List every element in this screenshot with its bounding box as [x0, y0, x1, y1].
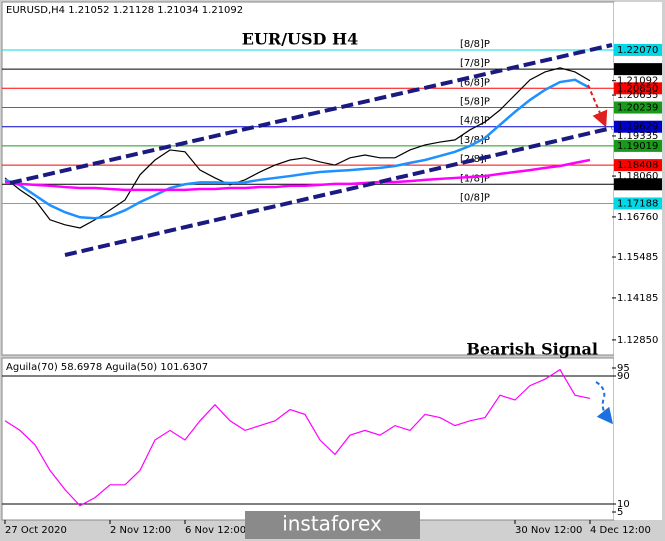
level-tick-box: [614, 159, 662, 172]
y-tick-label: 90: [617, 371, 630, 382]
level-name: [6/8]P: [460, 77, 490, 88]
y-tick-label: 1.21460: [617, 64, 658, 75]
y-tick-label: 95: [617, 363, 630, 374]
y-tick-label: 1.20635: [617, 90, 658, 101]
y-tick-label: 1.19019: [617, 141, 658, 152]
level-tick-box: [614, 101, 662, 114]
level-name: [7/8]P: [460, 58, 490, 69]
chart-title: EUR/USD H4: [242, 30, 359, 49]
watermark-box: [245, 511, 420, 539]
level-name: [5/8]P: [460, 97, 490, 108]
series-line: [4, 67, 591, 229]
level-tick-box: [614, 120, 662, 133]
y-tick-label: 1.20850: [617, 83, 658, 94]
y-tick-label: 5: [617, 507, 623, 518]
lower-channel: [64, 126, 613, 257]
level-name: [8/8]P: [460, 39, 490, 50]
y-tick-label: 1.17798: [617, 179, 658, 190]
series-line: [4, 368, 591, 507]
level-tick-box: [614, 139, 662, 152]
level-tick-box: [614, 43, 662, 56]
y-tick-label: 1.19629: [617, 122, 658, 133]
y-tick-label: 1.12850: [617, 335, 658, 346]
y-tick-label: 1.15485: [617, 252, 658, 263]
level-name: [2/8]P: [460, 154, 490, 165]
y-tick-label: 1.18060: [617, 171, 658, 182]
upper-channel: [9, 43, 613, 185]
plot-layer: [8/8]P 1.22070 [7/8]P 1.21460 [6/8]P 1.20850 […: [2, 39, 662, 536]
level-name: [1/8]P: [460, 173, 490, 184]
level-tick-box: [614, 63, 662, 76]
level-tick-box: [614, 82, 662, 95]
level-tick-box: [614, 197, 662, 210]
indicator-title: Aguila(70) 58.6978 Aguila(50) 101.6307: [6, 362, 208, 373]
watermark: instaforex: [282, 512, 382, 536]
level-tick-box: [614, 178, 662, 191]
level-name: [4/8]P: [460, 116, 490, 127]
series-line: [4, 158, 591, 192]
x-tick-label: 2 Nov 12:00: [110, 525, 171, 536]
y-tick-label: 1.21092: [617, 76, 658, 87]
y-tick-label: 1.20239: [617, 103, 658, 114]
header: EURUSD,H4 1.21052 1.21128 1.21034 1.2109…: [6, 5, 243, 16]
x-tick-label: 6 Nov 12:00: [185, 525, 246, 536]
y-tick-label: 1.16760: [617, 212, 658, 223]
y-tick-label: 1.14185: [617, 293, 658, 304]
y-tick-label: 1.18408: [617, 160, 658, 171]
level-name: [3/8]P: [460, 135, 490, 146]
price-panel: [1, 1, 615, 356]
level-name: [0/8]P: [460, 192, 490, 203]
y-tick-label: 1.19335: [617, 131, 658, 142]
bearish-arrow: [587, 84, 608, 128]
annotation: Bearish Signal: [466, 340, 598, 359]
indicator-panel: [1, 357, 615, 521]
x-tick-label: 4 Dec 12:00: [590, 525, 651, 536]
y-tick-label: 10: [617, 499, 630, 510]
x-tick-label: 30 Nov 12:00: [515, 525, 582, 536]
y-tick-label: 1.17188: [617, 198, 658, 209]
y-tick-label: 1.22070: [617, 45, 658, 56]
series-line: [4, 78, 591, 220]
x-tick-label: 27 Oct 2020: [5, 525, 67, 536]
